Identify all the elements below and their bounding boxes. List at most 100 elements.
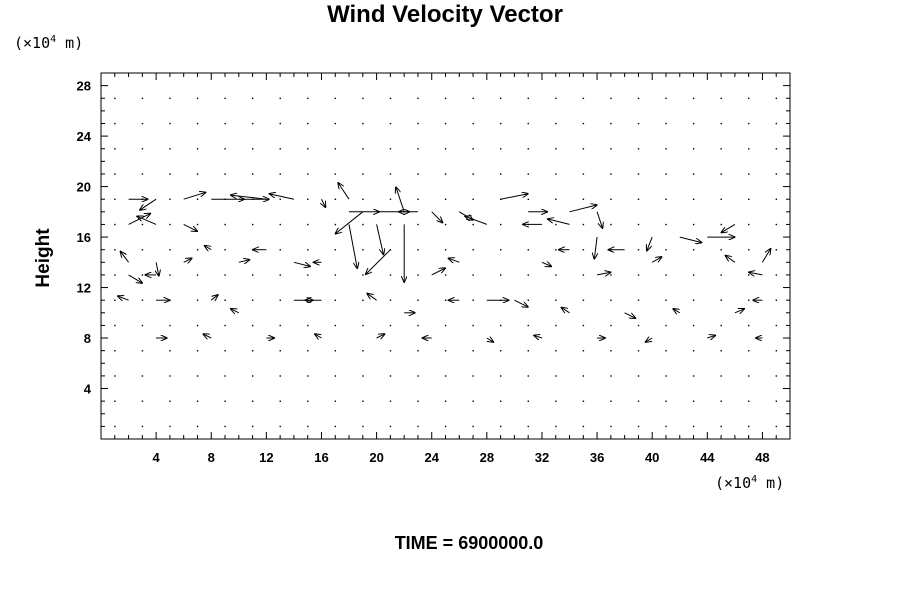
calm-point xyxy=(692,425,695,428)
calm-point xyxy=(362,97,364,100)
calm-point xyxy=(527,324,529,327)
calm-point xyxy=(417,425,419,428)
calm-point xyxy=(444,122,447,125)
calm-point xyxy=(582,400,585,402)
calm-point xyxy=(555,223,557,226)
calm-point xyxy=(720,425,722,428)
calm-point xyxy=(251,375,254,377)
calm-point xyxy=(417,274,419,276)
calm-point xyxy=(141,324,144,327)
calm-point xyxy=(141,274,144,276)
calm-point xyxy=(417,249,419,251)
calm-point xyxy=(637,324,640,327)
x-tick-label: 8 xyxy=(208,450,215,465)
calm-point xyxy=(610,173,612,175)
calm-point xyxy=(389,350,392,352)
calm-point xyxy=(169,198,171,201)
calm-point xyxy=(555,299,557,301)
calm-point xyxy=(417,400,419,402)
calm-point xyxy=(555,350,557,352)
x-tick-label: 16 xyxy=(314,450,328,465)
calm-point xyxy=(637,173,640,175)
calm-point xyxy=(251,148,254,150)
calm-point xyxy=(362,148,364,150)
calm-point xyxy=(555,173,557,175)
calm-point xyxy=(279,249,281,251)
calm-point xyxy=(775,122,778,125)
y-tick-label: 4 xyxy=(84,382,92,397)
wind-vector-arrow xyxy=(293,261,311,266)
calm-point xyxy=(334,97,337,100)
x-tick-label: 32 xyxy=(535,450,549,465)
calm-point xyxy=(114,97,116,100)
calm-point xyxy=(417,148,419,150)
calm-point xyxy=(334,425,337,428)
calm-point xyxy=(527,425,529,428)
calm-point xyxy=(720,249,722,251)
calm-point xyxy=(224,173,226,175)
calm-point xyxy=(665,249,667,251)
wind-vector-arrow xyxy=(366,249,391,275)
calm-point xyxy=(141,350,144,352)
wind-vector-arrow xyxy=(448,258,460,262)
calm-point xyxy=(637,249,640,251)
calm-point xyxy=(720,299,722,301)
calm-point xyxy=(582,223,585,226)
calm-point xyxy=(251,198,254,201)
calm-grid-points xyxy=(114,97,778,428)
wind-vector-arrow xyxy=(624,312,636,319)
calm-point xyxy=(224,274,226,276)
calm-point xyxy=(141,425,144,428)
calm-point xyxy=(582,425,585,428)
x-axis-tick-labels: 4 8 12 16 20 24 28 32 36 40 44 48 xyxy=(153,450,770,465)
calm-point xyxy=(472,148,474,150)
calm-point xyxy=(141,375,144,377)
calm-point xyxy=(637,375,640,377)
calm-point xyxy=(555,249,557,251)
wind-vector-arrow xyxy=(203,334,212,338)
calm-point xyxy=(224,223,226,226)
calm-point xyxy=(389,97,392,100)
calm-point xyxy=(417,299,419,301)
calm-point xyxy=(362,122,364,125)
calm-point xyxy=(748,223,750,226)
calm-point xyxy=(720,375,722,377)
calm-point xyxy=(362,198,364,201)
calm-point xyxy=(472,299,474,301)
calm-point xyxy=(114,274,116,276)
calm-point xyxy=(444,148,447,150)
calm-point xyxy=(748,425,750,428)
calm-point xyxy=(500,97,502,100)
calm-point xyxy=(665,173,667,175)
calm-point xyxy=(196,324,199,327)
calm-point xyxy=(389,198,392,201)
calm-point xyxy=(389,223,392,226)
calm-point xyxy=(720,223,722,226)
wind-vector-arrow xyxy=(335,211,364,234)
calm-point xyxy=(307,375,309,377)
calm-point xyxy=(307,324,309,327)
calm-point xyxy=(775,198,778,201)
calm-point xyxy=(665,400,667,402)
calm-point xyxy=(114,375,116,377)
calm-point xyxy=(665,97,667,100)
x-tick-label: 36 xyxy=(590,450,604,465)
calm-point xyxy=(141,198,144,201)
wind-vector-arrow xyxy=(431,268,446,276)
calm-point xyxy=(472,274,474,276)
calm-point xyxy=(555,97,557,100)
wind-vector-arrow xyxy=(210,295,218,301)
calm-point xyxy=(610,350,612,352)
calm-point xyxy=(500,400,502,402)
calm-point xyxy=(775,299,778,301)
calm-point xyxy=(500,274,502,276)
calm-point xyxy=(114,223,116,226)
calm-point xyxy=(334,350,337,352)
calm-point xyxy=(141,148,144,150)
wind-vector-arrow xyxy=(231,309,240,313)
wind-vector-arrow xyxy=(137,216,157,225)
calm-point xyxy=(334,223,337,226)
calm-point xyxy=(362,324,364,327)
calm-point xyxy=(417,223,419,226)
